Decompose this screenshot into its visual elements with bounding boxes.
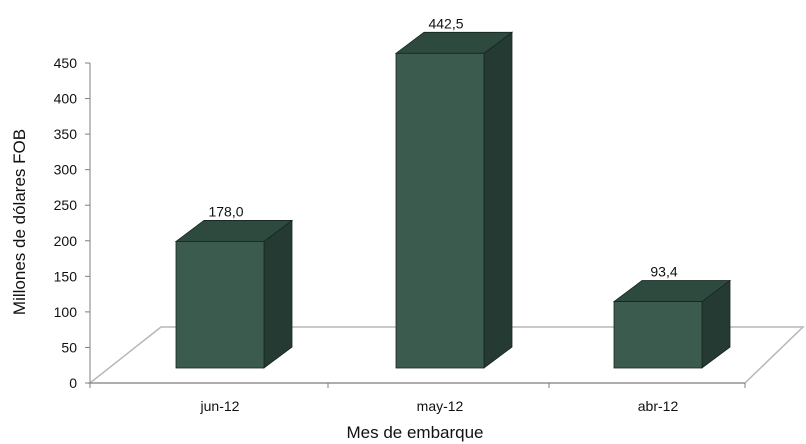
- bar: [394, 31, 514, 369]
- y-tick-label: 400: [54, 91, 78, 107]
- y-tick-label: 250: [54, 197, 78, 213]
- bar-front-face: [175, 241, 265, 369]
- bars: [174, 31, 732, 369]
- y-tick-label: 450: [54, 55, 78, 71]
- data-label: 442,5: [428, 15, 463, 31]
- x-tick-label: may-12: [417, 398, 464, 414]
- bar-side-face: [483, 31, 513, 369]
- y-tick-label: 200: [54, 233, 78, 249]
- x-axis-title: Mes de embarque: [346, 423, 483, 442]
- bar-side-face: [263, 219, 293, 369]
- y-tick-label: 50: [61, 339, 77, 355]
- data-label: 93,4: [650, 264, 677, 280]
- bar-front-face: [613, 301, 703, 369]
- x-tick-label: jun-12: [200, 398, 240, 414]
- bar: [612, 279, 732, 369]
- y-tick-label: 150: [54, 268, 78, 284]
- y-tick-label: 0: [69, 375, 77, 391]
- axes: 0 50 100 150 200 250 300 350 400 450: [54, 55, 746, 391]
- y-tick-label: 300: [54, 162, 78, 178]
- y-tick-label: 350: [54, 126, 78, 142]
- x-tick-label: abr-12: [638, 398, 679, 414]
- y-axis-title: Millones de dólares FOB: [10, 129, 29, 315]
- y-tick-label: 100: [54, 304, 78, 320]
- bar-front-face: [395, 52, 485, 369]
- bar: [174, 219, 294, 369]
- data-label: 178,0: [208, 203, 243, 219]
- labels: jun-12 may-12 abr-12 178,0 442,5 93,4: [200, 15, 679, 414]
